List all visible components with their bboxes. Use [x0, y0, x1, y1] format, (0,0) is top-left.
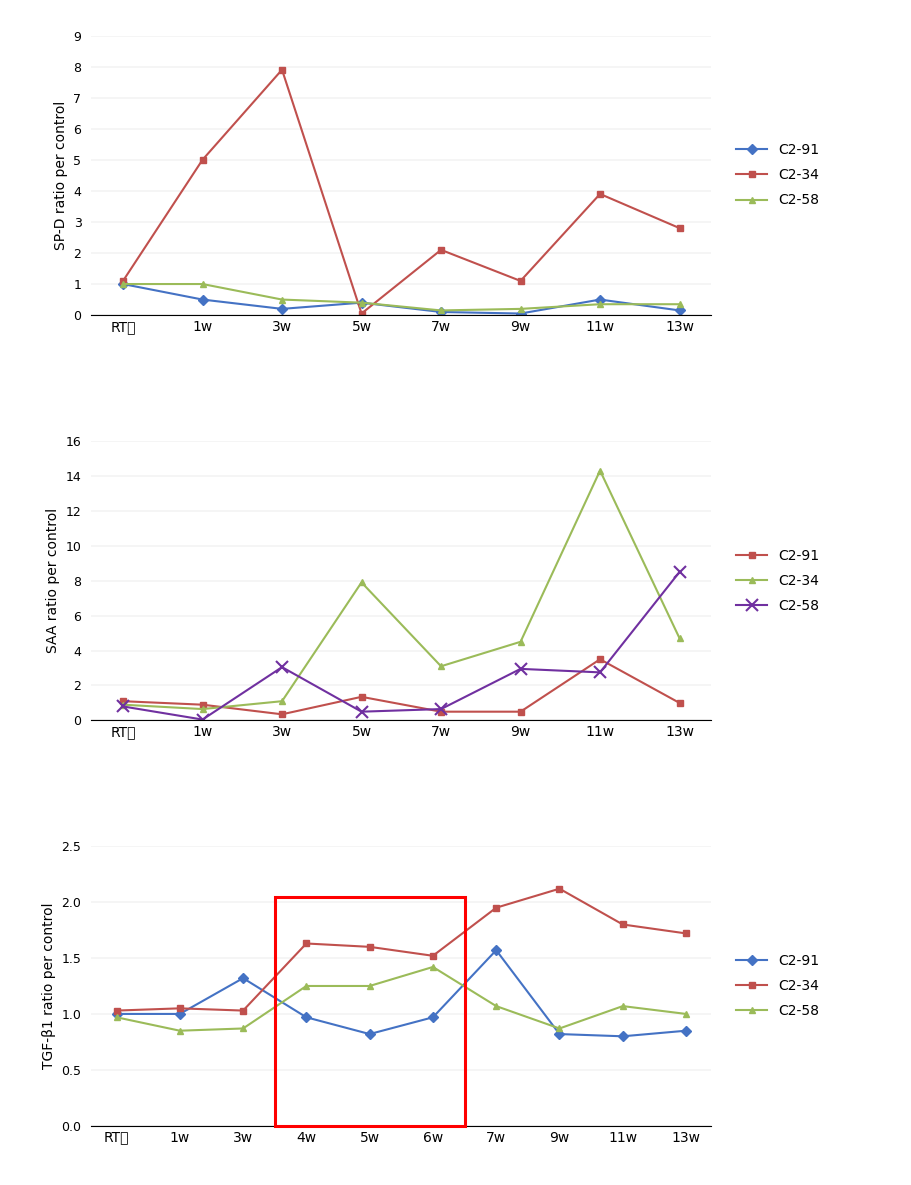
C2-34 — [680, 927, 691, 941]
C2-58 — [594, 297, 605, 312]
C2-58 — [174, 1024, 185, 1038]
Line: C2-91: C2-91 — [119, 655, 682, 718]
C2-58 — [515, 661, 526, 675]
C2-58 — [673, 297, 684, 312]
C2-34 — [174, 1001, 185, 1016]
C2-34 — [197, 153, 208, 167]
C2-91 — [435, 705, 446, 719]
C2-58 — [680, 1007, 691, 1021]
C2-91 — [680, 1024, 691, 1038]
C2-58 — [617, 999, 628, 1013]
C2-58 — [355, 295, 366, 309]
Legend: C2-91, C2-34, C2-58: C2-91, C2-34, C2-58 — [730, 137, 824, 213]
Line: C2-91: C2-91 — [113, 947, 689, 1039]
C2-34 — [118, 698, 128, 712]
C2-58 — [435, 702, 446, 716]
C2-58 — [490, 999, 501, 1013]
C2-91 — [355, 295, 366, 309]
C2-91 — [673, 696, 684, 710]
C2-91 — [118, 694, 128, 709]
Legend: C2-91, C2-34, C2-58: C2-91, C2-34, C2-58 — [730, 543, 824, 619]
C2-34 — [276, 63, 287, 77]
C2-34 — [435, 659, 446, 673]
C2-58 — [427, 960, 438, 974]
C2-34 — [118, 274, 128, 288]
C2-34 — [490, 901, 501, 915]
C2-91 — [238, 971, 249, 985]
Line: C2-58: C2-58 — [113, 963, 689, 1035]
C2-58 — [197, 712, 208, 726]
C2-91 — [301, 1010, 312, 1024]
C2-91 — [355, 690, 366, 704]
C2-58 — [553, 1021, 564, 1036]
C2-91 — [617, 1030, 628, 1044]
C2-34 — [594, 187, 605, 201]
C2-58 — [301, 979, 312, 993]
C2-91 — [276, 707, 287, 722]
C2-34 — [594, 463, 605, 478]
C2-34 — [435, 243, 446, 257]
C2-58 — [111, 1010, 122, 1024]
Bar — [274, 897, 464, 1126]
C2-91 — [515, 307, 526, 321]
C2-91 — [427, 1010, 438, 1024]
C2-34 — [197, 702, 208, 716]
C2-58 — [197, 277, 208, 292]
C2-91 — [276, 302, 287, 316]
C2-34 — [238, 1004, 249, 1018]
C2-34 — [515, 274, 526, 288]
C2-91 — [197, 698, 208, 712]
C2-91 — [594, 293, 605, 307]
C2-91 — [490, 943, 501, 957]
Line: C2-34: C2-34 — [119, 467, 682, 712]
C2-91 — [363, 1027, 374, 1042]
C2-91 — [118, 277, 128, 292]
C2-34 — [553, 882, 564, 896]
Line: C2-34: C2-34 — [113, 885, 689, 1014]
C2-58 — [515, 302, 526, 316]
Line: C2-34: C2-34 — [119, 66, 682, 318]
C2-91 — [111, 1007, 122, 1021]
C2-34 — [515, 635, 526, 649]
C2-58 — [673, 565, 684, 579]
Legend: C2-91, C2-34, C2-58: C2-91, C2-34, C2-58 — [730, 948, 824, 1024]
Y-axis label: TGF-β1 ratio per control: TGF-β1 ratio per control — [42, 903, 56, 1069]
Y-axis label: SAA ratio per control: SAA ratio per control — [46, 508, 60, 653]
C2-91 — [553, 1027, 564, 1042]
C2-34 — [355, 307, 366, 321]
Y-axis label: SP-D ratio per control: SP-D ratio per control — [54, 101, 67, 250]
C2-58 — [276, 293, 287, 307]
Line: C2-91: C2-91 — [119, 281, 682, 318]
C2-34 — [673, 632, 684, 646]
C2-34 — [427, 949, 438, 963]
C2-58 — [118, 277, 128, 292]
C2-34 — [301, 936, 312, 950]
C2-91 — [594, 652, 605, 666]
C2-58 — [118, 699, 128, 713]
C2-91 — [435, 305, 446, 319]
Line: C2-58: C2-58 — [119, 281, 682, 314]
C2-34 — [276, 694, 287, 709]
C2-91 — [174, 1007, 185, 1021]
C2-34 — [673, 222, 684, 236]
C2-34 — [355, 575, 366, 589]
C2-58 — [276, 660, 287, 674]
Line: C2-58: C2-58 — [118, 566, 684, 725]
C2-58 — [355, 705, 366, 719]
C2-58 — [363, 979, 374, 993]
C2-91 — [515, 705, 526, 719]
C2-34 — [617, 917, 628, 931]
C2-34 — [111, 1004, 122, 1018]
C2-91 — [673, 303, 684, 318]
C2-58 — [594, 665, 605, 679]
C2-58 — [238, 1021, 249, 1036]
C2-91 — [197, 293, 208, 307]
C2-58 — [435, 303, 446, 318]
C2-34 — [363, 940, 374, 954]
